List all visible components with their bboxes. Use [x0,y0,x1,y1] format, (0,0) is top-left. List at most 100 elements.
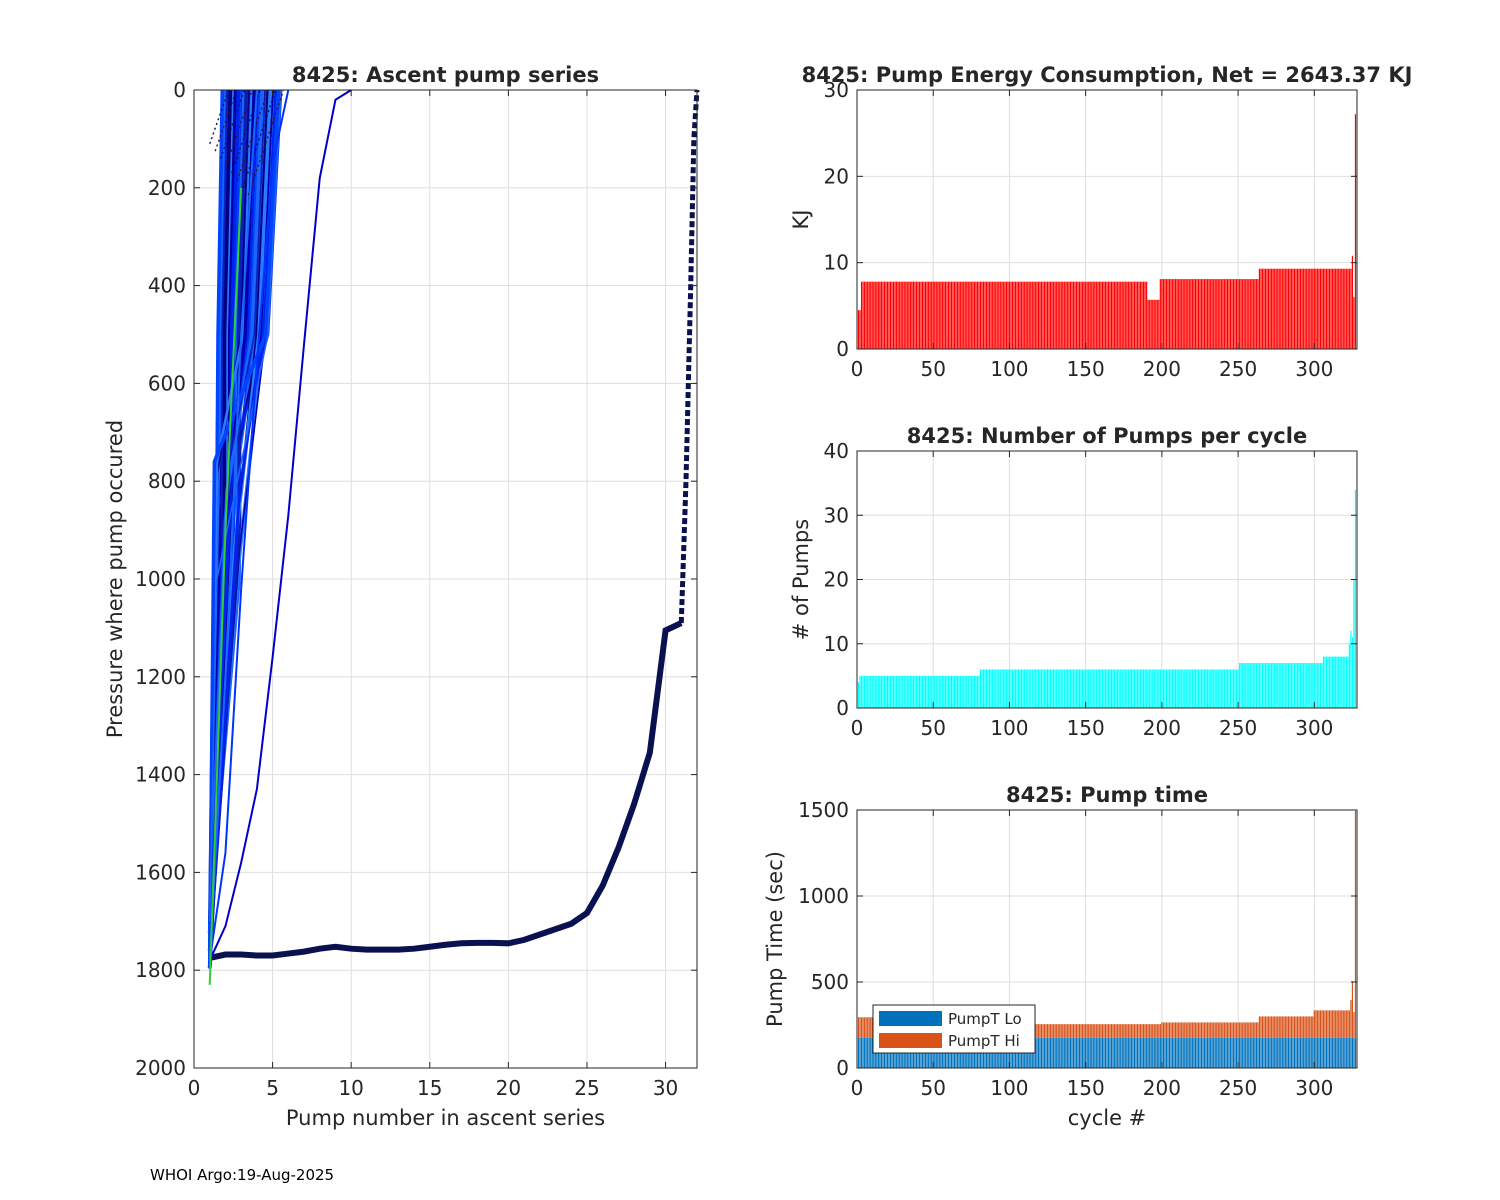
bar [960,281,962,349]
bar [1141,281,1143,349]
bar [1319,663,1322,708]
bar [1211,669,1213,708]
bar [1255,279,1257,349]
bar-lo [1142,1037,1145,1068]
y-tick-label: 0 [836,337,849,361]
bar [1182,669,1184,708]
bar [915,675,918,708]
bar [934,281,936,349]
bar [1010,281,1012,349]
bar-hi [1217,1022,1219,1038]
bar [1216,669,1218,708]
bar [864,675,866,708]
bar-hi [1075,1024,1078,1038]
bar-hi [1301,1016,1303,1038]
bar-lo [1207,1037,1209,1068]
bar-lo [1347,1037,1349,1068]
bar-lo [1225,1037,1227,1068]
bar [1322,656,1325,708]
bar-hi [1188,1022,1190,1038]
bar-lo [1272,1037,1274,1068]
bar [1313,663,1315,708]
bar [1237,669,1239,708]
bar [967,675,969,708]
plot-area [857,489,1357,708]
bar [989,669,991,708]
bar [1269,268,1271,349]
bar-hi [1112,1024,1114,1038]
bar [963,281,965,349]
bar [940,281,942,349]
bar [1077,669,1079,708]
bar [1303,663,1305,708]
bar-lo [1354,1037,1357,1068]
bar-lo [1176,1037,1178,1068]
bar [952,281,954,349]
bar [1043,281,1046,349]
bar-lo [1126,1037,1128,1068]
bar [1251,663,1253,708]
bar-hi [1133,1024,1136,1038]
bar-hi [1037,1024,1039,1038]
bar [873,675,875,708]
bar-lo [1086,1037,1088,1068]
bar-lo [1037,1037,1039,1068]
bar [1293,663,1296,708]
bar [955,281,957,349]
bar [957,281,959,349]
bar [1027,669,1029,708]
bar-hi [1097,1024,1099,1038]
bar [970,281,972,349]
bar-hi [1300,1016,1302,1038]
y-tick-label: 1000 [798,884,849,908]
bar [1222,279,1224,349]
bar [985,281,988,349]
bar-lo [1080,1037,1082,1068]
bar [1030,669,1032,708]
bar [1318,268,1320,349]
bar-lo [1333,1037,1335,1068]
bar [1319,268,1322,349]
bar [1004,281,1006,349]
bar [1231,279,1233,349]
bar [1248,663,1250,708]
bar [1281,268,1283,349]
bar [1327,268,1329,349]
bar [1127,281,1129,349]
bar-hi [1278,1016,1280,1038]
bar [1231,669,1233,708]
bar [1318,663,1320,708]
bar-lo [1062,1037,1064,1068]
bar-lo [1121,1037,1123,1068]
bar-hi [1129,1024,1131,1038]
bar-lo [1200,1037,1203,1068]
bar [1188,279,1190,349]
bar [979,281,982,349]
bar [1328,656,1331,708]
bar [1124,281,1126,349]
bar [1306,663,1308,708]
bar [1324,268,1326,349]
bar-hi [1078,1024,1081,1038]
bar [967,281,969,349]
bar [1228,669,1230,708]
bar-hi [1158,1024,1160,1038]
bar-lo [1092,1037,1094,1068]
x-tick-label: 150 [1067,1076,1105,1100]
bar [1031,281,1033,349]
bar-lo [1103,1037,1105,1068]
bar-hi [1351,981,1354,1038]
bar [1005,669,1007,708]
bar-lo [1162,1037,1164,1068]
x-tick-label: 100 [990,357,1028,381]
bar [1211,279,1213,349]
x-tick-label: 200 [1143,357,1181,381]
bar-hi [1123,1024,1125,1038]
bar-hi [1313,1010,1315,1038]
bar [982,281,985,349]
bar [1156,669,1158,708]
bar-lo [1324,1037,1326,1068]
bar [928,281,930,349]
bar-hi [1094,1024,1096,1038]
bar-lo [1319,1037,1322,1068]
